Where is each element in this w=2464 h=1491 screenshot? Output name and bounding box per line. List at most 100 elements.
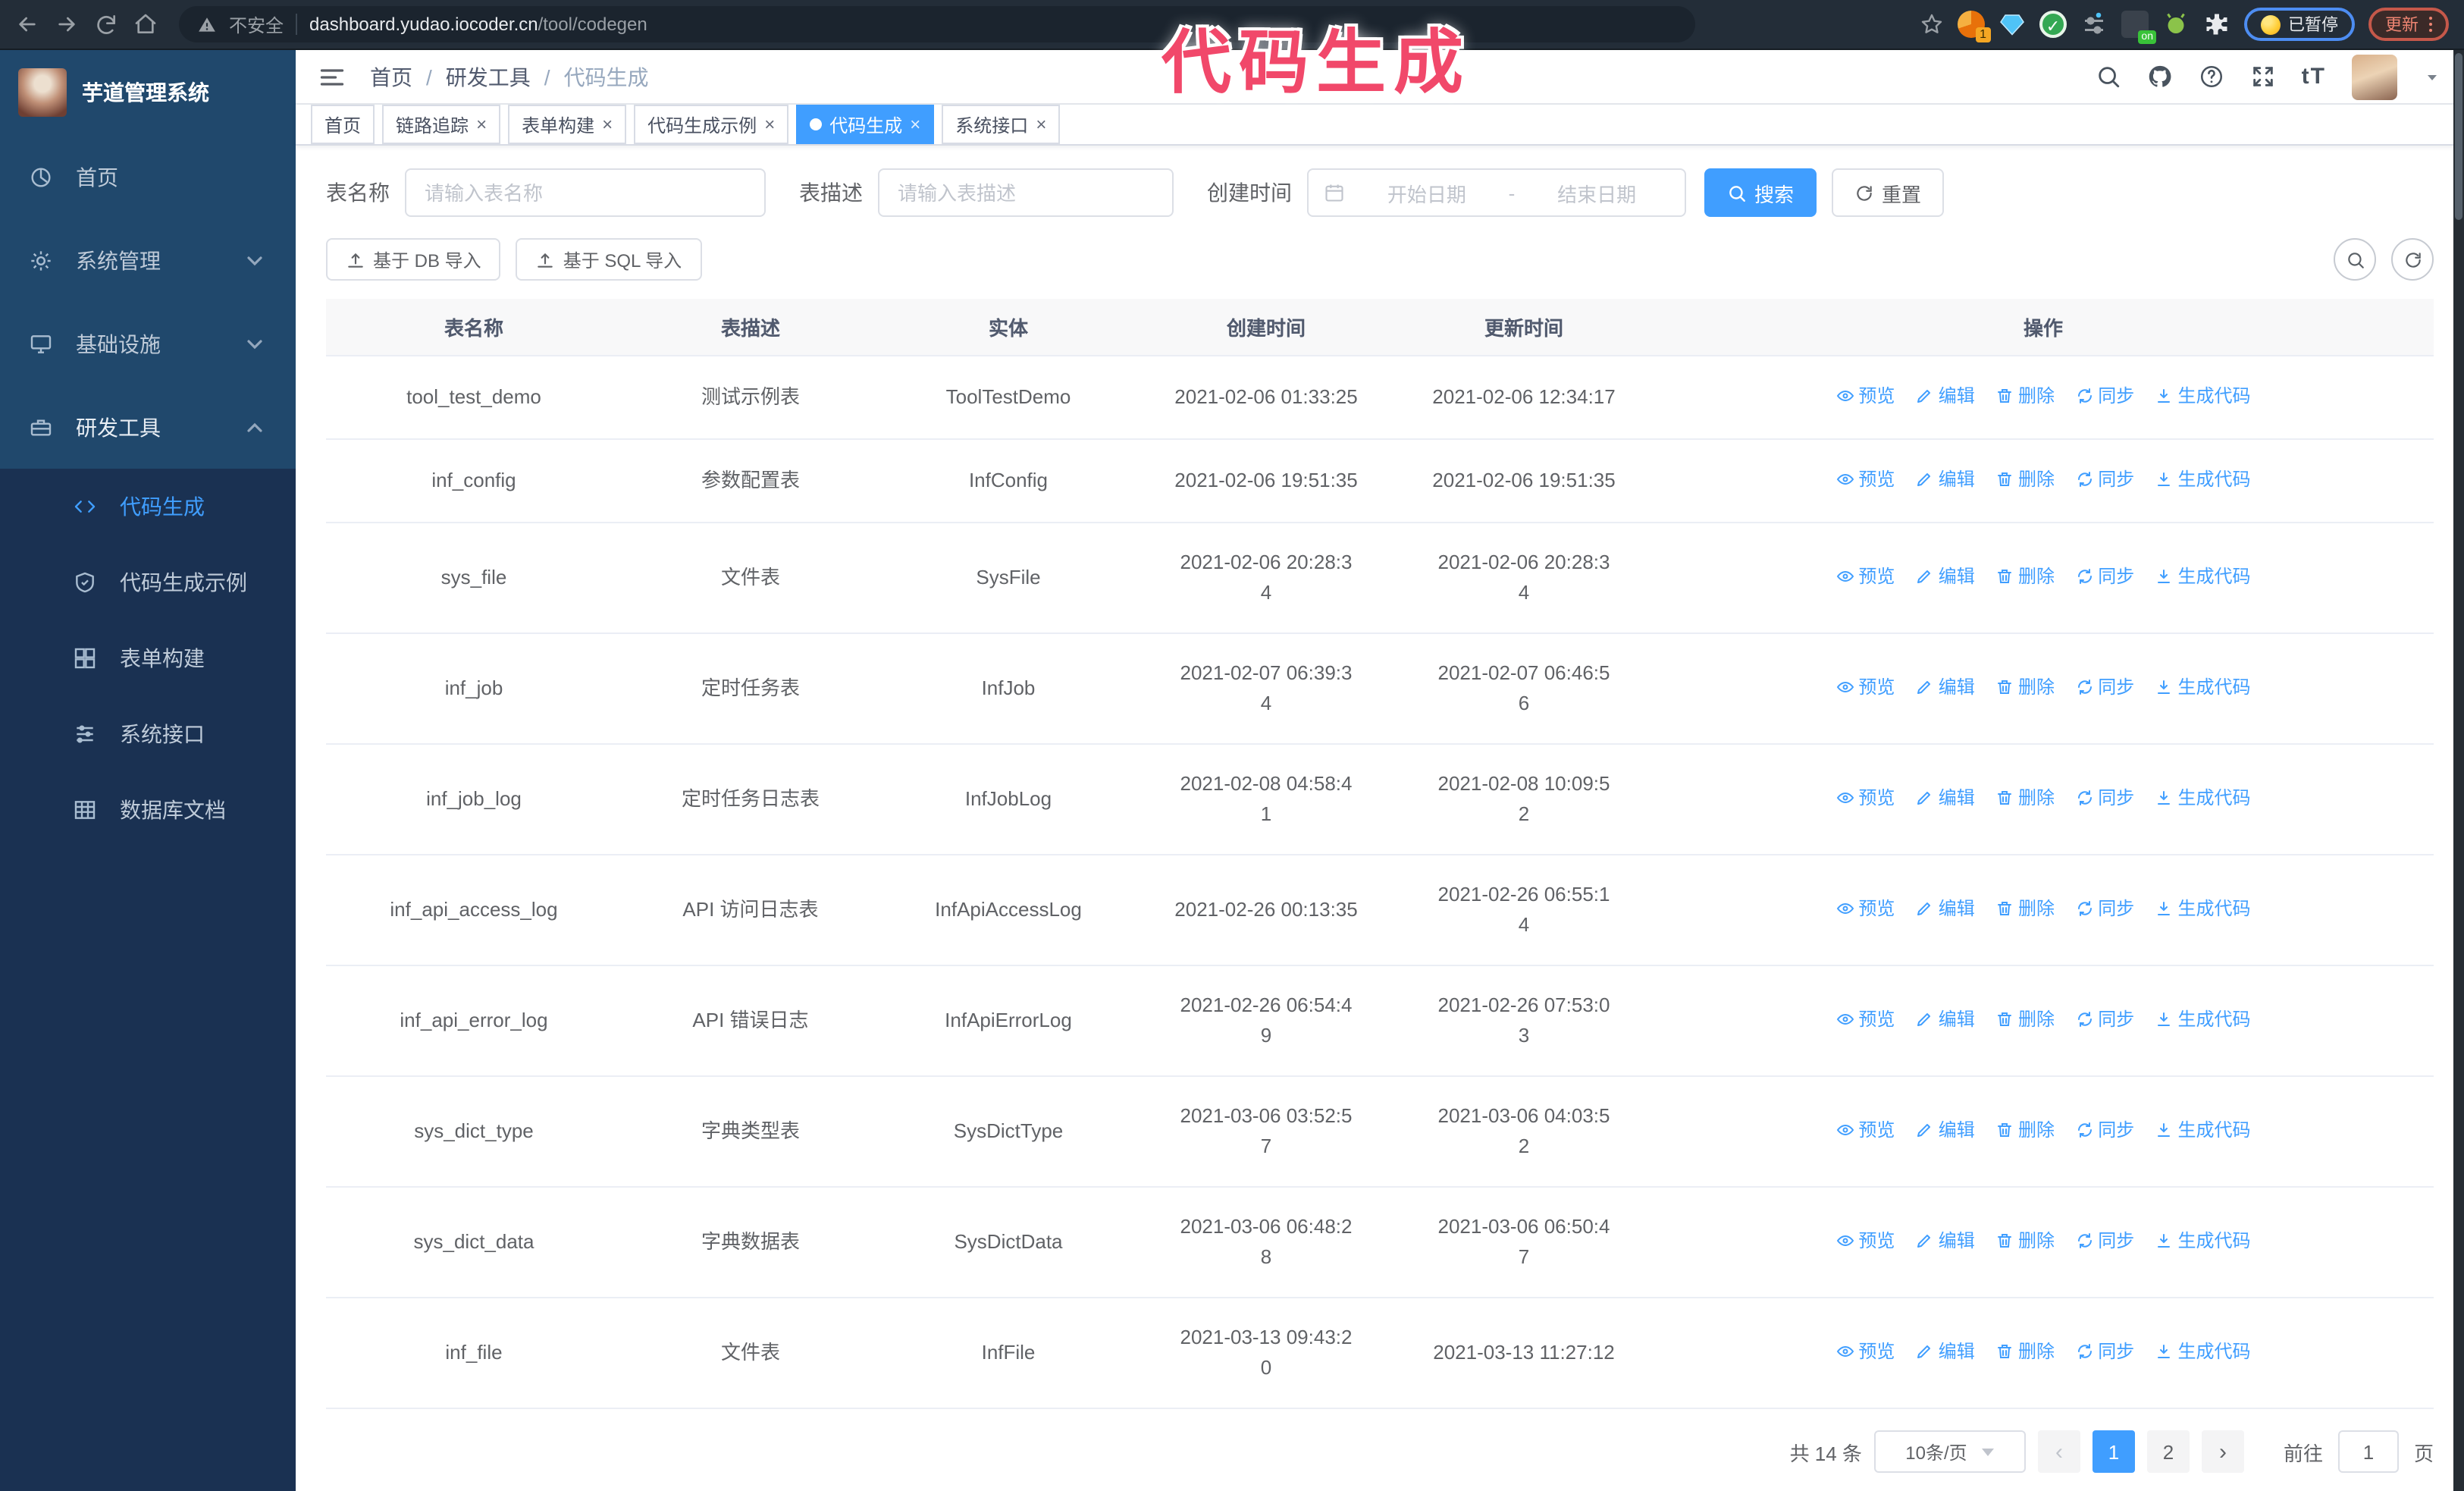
generate-code-link[interactable]: 生成代码 <box>2155 1004 2251 1034</box>
generate-code-link[interactable]: 生成代码 <box>2155 1226 2251 1256</box>
url-bar[interactable]: 不安全 dashboard.yudao.iocoder.cn/tool/code… <box>179 6 1695 42</box>
delete-link[interactable]: 删除 <box>1995 893 2055 924</box>
preview-link[interactable]: 预览 <box>1835 893 1895 924</box>
sync-link[interactable]: 同步 <box>2075 783 2134 813</box>
edit-link[interactable]: 编辑 <box>1916 893 1975 924</box>
edit-link[interactable]: 编辑 <box>1916 464 1975 494</box>
edit-link[interactable]: 编辑 <box>1916 1226 1975 1256</box>
close-icon[interactable]: × <box>602 114 613 135</box>
edit-link[interactable]: 编辑 <box>1916 1004 1975 1034</box>
help-icon[interactable] <box>2199 64 2224 89</box>
preview-link[interactable]: 预览 <box>1835 464 1895 494</box>
app-logo-row[interactable]: 芋道管理系统 <box>0 50 296 135</box>
goto-input[interactable] <box>2337 1430 2399 1473</box>
sidebar-subitem-form-build[interactable]: 表单构建 <box>0 620 296 696</box>
page-button-2[interactable]: 2 <box>2146 1430 2190 1473</box>
extensions-puzzle-icon[interactable] <box>2203 11 2230 38</box>
sidebar-item-system-management[interactable]: 系统管理 <box>0 218 296 302</box>
tab-form-build[interactable]: 表单构建 × <box>508 105 627 144</box>
edit-link[interactable]: 编辑 <box>1916 561 1975 592</box>
tab-codegen-example[interactable]: 代码生成示例 × <box>634 105 789 144</box>
extension-check-icon[interactable]: ✓ <box>2039 11 2067 38</box>
extension-dark-panel-icon[interactable]: on <box>2121 11 2156 44</box>
search-icon[interactable] <box>2096 64 2121 89</box>
preview-link[interactable]: 预览 <box>1835 1336 1895 1367</box>
delete-link[interactable]: 删除 <box>1995 464 2055 494</box>
reset-button[interactable]: 重置 <box>1832 168 1945 217</box>
generate-code-link[interactable]: 生成代码 <box>2155 464 2251 494</box>
sidebar-subitem-system-api[interactable]: 系统接口 <box>0 696 296 772</box>
tab-system-api[interactable]: 系统接口 × <box>942 105 1061 144</box>
sidebar-item-dev-tools[interactable]: 研发工具 <box>0 385 296 469</box>
browser-reload-icon[interactable] <box>94 12 118 36</box>
browser-home-icon[interactable] <box>133 12 158 36</box>
generate-code-link[interactable]: 生成代码 <box>2155 1115 2251 1145</box>
browser-back-icon[interactable] <box>15 12 39 36</box>
table-name-input[interactable] <box>405 168 766 217</box>
toggle-search-button[interactable] <box>2334 238 2376 281</box>
generate-code-link[interactable]: 生成代码 <box>2155 561 2251 592</box>
sync-link[interactable]: 同步 <box>2075 1004 2134 1034</box>
preview-link[interactable]: 预览 <box>1835 1115 1895 1145</box>
generate-code-link[interactable]: 生成代码 <box>2155 381 2251 411</box>
refresh-table-button[interactable] <box>2391 238 2434 281</box>
generate-code-link[interactable]: 生成代码 <box>2155 783 2251 813</box>
security-badge[interactable]: 不安全 <box>229 14 284 36</box>
extension-sliders-icon[interactable] <box>2080 11 2108 38</box>
sidebar-item-home[interactable]: 首页 <box>0 135 296 218</box>
sync-link[interactable]: 同步 <box>2075 464 2134 494</box>
sidebar-subitem-code-generation[interactable]: 代码生成 <box>0 469 296 545</box>
preview-link[interactable]: 预览 <box>1835 561 1895 592</box>
close-icon[interactable]: × <box>476 114 487 135</box>
page-size-select[interactable]: 10条/页 <box>1873 1430 2026 1473</box>
delete-link[interactable]: 删除 <box>1995 1226 2055 1256</box>
table-desc-input[interactable] <box>878 168 1174 217</box>
preview-link[interactable]: 预览 <box>1835 1004 1895 1034</box>
sync-link[interactable]: 同步 <box>2075 381 2134 411</box>
fullscreen-icon[interactable] <box>2250 64 2276 89</box>
tab-home[interactable]: 首页 <box>311 105 375 144</box>
sync-link[interactable]: 同步 <box>2075 1336 2134 1367</box>
extension-orange-icon[interactable]: 1 <box>1958 11 1991 42</box>
delete-link[interactable]: 删除 <box>1995 1336 2055 1367</box>
sync-link[interactable]: 同步 <box>2075 1226 2134 1256</box>
prev-page-button[interactable]: ‹ <box>2037 1430 2080 1473</box>
delete-link[interactable]: 删除 <box>1995 561 2055 592</box>
preview-link[interactable]: 预览 <box>1835 672 1895 702</box>
edit-link[interactable]: 编辑 <box>1916 1336 1975 1367</box>
sync-link[interactable]: 同步 <box>2075 1115 2134 1145</box>
generate-code-link[interactable]: 生成代码 <box>2155 1336 2251 1367</box>
sync-link[interactable]: 同步 <box>2075 561 2134 592</box>
edit-link[interactable]: 编辑 <box>1916 1115 1975 1145</box>
browser-update-button[interactable]: 更新 <box>2368 8 2449 41</box>
close-icon[interactable]: × <box>1036 114 1047 135</box>
tab-trace[interactable]: 链路追踪 × <box>382 105 501 144</box>
delete-link[interactable]: 删除 <box>1995 672 2055 702</box>
preview-link[interactable]: 预览 <box>1835 1226 1895 1256</box>
caret-down-icon[interactable] <box>2423 67 2441 86</box>
extension-bug-icon[interactable] <box>2162 11 2190 38</box>
delete-link[interactable]: 删除 <box>1995 1004 2055 1034</box>
date-range-picker[interactable]: 开始日期 - 结束日期 <box>1307 168 1686 217</box>
page-button-1[interactable]: 1 <box>2092 1430 2135 1473</box>
preview-link[interactable]: 预览 <box>1835 783 1895 813</box>
edit-link[interactable]: 编辑 <box>1916 783 1975 813</box>
paused-badge[interactable]: 已暂停 <box>2244 8 2355 41</box>
generate-code-link[interactable]: 生成代码 <box>2155 672 2251 702</box>
sync-link[interactable]: 同步 <box>2075 893 2134 924</box>
close-icon[interactable]: × <box>910 114 921 135</box>
sql-import-button[interactable]: 基于 SQL 导入 <box>516 238 702 281</box>
github-icon[interactable] <box>2147 64 2173 89</box>
delete-link[interactable]: 删除 <box>1995 381 2055 411</box>
bookmark-star-icon[interactable] <box>1920 12 1944 36</box>
sync-link[interactable]: 同步 <box>2075 672 2134 702</box>
sidebar-toggle-hamburger-icon[interactable] <box>318 63 346 90</box>
next-page-button[interactable]: › <box>2201 1430 2244 1473</box>
sidebar-subitem-db-doc[interactable]: 数据库文档 <box>0 772 296 848</box>
browser-forward-icon[interactable] <box>55 12 79 36</box>
font-size-icon[interactable]: tT <box>2301 64 2326 89</box>
breadcrumb-dev-tools[interactable]: 研发工具 <box>445 64 531 89</box>
avatar[interactable] <box>2352 54 2397 99</box>
search-button[interactable]: 搜索 <box>1704 168 1817 217</box>
sidebar-item-infrastructure[interactable]: 基础设施 <box>0 302 296 385</box>
